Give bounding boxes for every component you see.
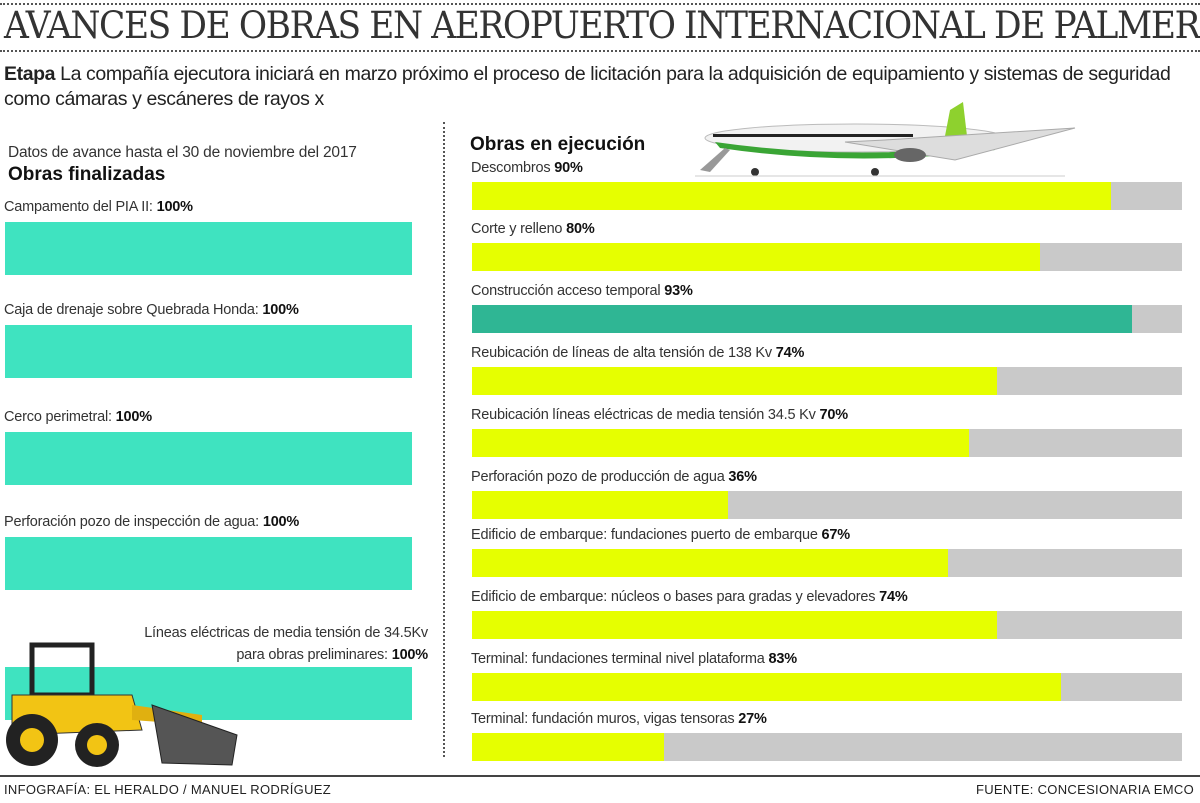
category-label: Edificio de embarque: núcleos o bases pa… — [471, 589, 880, 605]
category-label: Caja de drenaje sobre Quebrada Honda: — [4, 302, 263, 318]
finished-bar — [5, 432, 412, 485]
category-label: Terminal: fundación muros, vigas tensora… — [471, 711, 739, 727]
intro-text: La compañía ejecutora iniciará en marzo … — [4, 63, 1171, 110]
value-label: 100% — [262, 514, 300, 530]
intro-paragraph: Etapa La compañía ejecutora iniciará en … — [4, 62, 1199, 112]
category-label: Descombros — [471, 160, 555, 176]
value-label: 74% — [775, 345, 805, 361]
value-label: 80% — [566, 221, 595, 237]
bar-label: Construcción acceso temporal 93% — [471, 283, 693, 299]
progress-bar — [472, 182, 1111, 210]
category-label: Edificio de embarque: fundaciones puerto… — [471, 527, 822, 543]
value-label: 83% — [768, 651, 797, 667]
progress-bar — [472, 611, 998, 639]
finished-bar — [5, 325, 412, 378]
value-label: 74% — [879, 589, 908, 605]
progress-bar — [472, 673, 1062, 701]
category-label: Reubicación líneas eléctricas de media t… — [471, 407, 820, 423]
bar-label: Corte y relleno 80% — [471, 221, 595, 237]
category-label: Construcción acceso temporal — [471, 283, 665, 299]
progress-bar — [472, 733, 664, 761]
bar-label: Caja de drenaje sobre Quebrada Honda: 10… — [4, 302, 299, 318]
value-label: 36% — [728, 469, 757, 485]
progress-bar — [472, 367, 998, 395]
value-label: 90% — [554, 160, 583, 176]
bar-label: Edificio de embarque: núcleos o bases pa… — [471, 589, 908, 605]
bar-label: Reubicación líneas eléctricas de media t… — [471, 407, 848, 423]
value-label: 93% — [664, 283, 693, 299]
bar-label: Terminal: fundación muros, vigas tensora… — [471, 711, 767, 727]
progress-bar — [472, 243, 1040, 271]
category-label: Perforación pozo de inspección de agua: — [4, 514, 263, 530]
date-note: Datos de avance hasta el 30 de noviembre… — [8, 144, 357, 161]
bar-label: Perforación pozo de producción de agua 3… — [471, 469, 757, 485]
category-label: Terminal: fundaciones terminal nivel pla… — [471, 651, 769, 667]
backhoe-loader-illustration — [6, 642, 238, 767]
source: FUENTE: CONCESIONARIA EMCO — [976, 782, 1194, 797]
value-label: 100% — [391, 647, 428, 663]
finished-bar — [5, 537, 412, 590]
bar-label: Descombros 90% — [471, 160, 583, 176]
airplane-illustration — [695, 102, 1076, 177]
intro-bold: Etapa — [4, 63, 56, 85]
bar-label: Terminal: fundaciones terminal nivel pla… — [471, 651, 797, 667]
progress-bar — [472, 429, 969, 457]
bar-label: Perforación pozo de inspección de agua: … — [4, 514, 299, 530]
progress-bar — [472, 549, 948, 577]
finished-heading: Obras finalizadas — [8, 164, 166, 185]
bar-label: Campamento del PIA II: 100% — [4, 199, 193, 215]
value-label: 100% — [115, 409, 152, 425]
bar-label: Reubicación de líneas de alta tensión de… — [471, 345, 804, 361]
progress-bar — [472, 491, 728, 519]
value-label: 100% — [156, 199, 193, 215]
category-label: Líneas eléctricas de media tensión de 34… — [144, 625, 428, 663]
page-title: AVANCES DE OBRAS EN AEROPUERTO INTERNACI… — [4, 4, 1200, 47]
title-divider — [0, 50, 1200, 52]
in-progress-heading: Obras en ejecución — [470, 134, 646, 155]
value-label: 67% — [821, 527, 851, 543]
bar-label: Cerco perimetral: 100% — [4, 409, 152, 425]
credit: INFOGRAFÍA: EL HERALDO / MANUEL RODRÍGUE… — [4, 782, 331, 797]
bar-label: Líneas eléctricas de media tensión de 34… — [118, 622, 428, 666]
value-label: 100% — [262, 302, 299, 318]
value-label: 70% — [819, 407, 848, 423]
category-label: Cerco perimetral: — [4, 409, 116, 425]
category-label: Campamento del PIA II: — [4, 199, 157, 215]
category-label: Reubicación de líneas de alta tensión de… — [471, 345, 776, 361]
column-divider — [443, 122, 445, 757]
finished-bar — [5, 222, 412, 275]
category-label: Perforación pozo de producción de agua — [471, 469, 729, 485]
bar-label: Edificio de embarque: fundaciones puerto… — [471, 527, 850, 543]
value-label: 27% — [738, 711, 767, 727]
progress-bar — [472, 305, 1133, 333]
footer-divider — [0, 775, 1200, 777]
top-divider — [0, 3, 1200, 5]
category-label: Corte y relleno — [471, 221, 567, 237]
